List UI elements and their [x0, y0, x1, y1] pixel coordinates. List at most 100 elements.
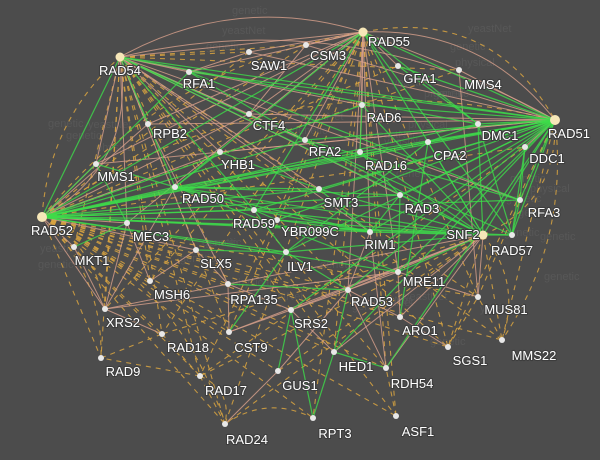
- graph-node-SMT3[interactable]: [316, 186, 322, 192]
- watermark-physical: physical: [408, 119, 448, 131]
- edge-genetic: [447, 119, 556, 348]
- edge-genetic: [41, 99, 556, 218]
- graph-node-CTF4[interactable]: [246, 111, 252, 117]
- graph-node-RAD17[interactable]: [197, 373, 203, 379]
- watermark-physical: physical: [424, 88, 464, 100]
- graph-node-DDC1[interactable]: [522, 144, 528, 150]
- graph-node-ASF1[interactable]: [393, 413, 399, 419]
- graph-node-DMC1[interactable]: [475, 121, 481, 127]
- edge-physical: [277, 289, 349, 372]
- node-label-GFA1: GFA1: [403, 71, 436, 86]
- graph-node-SGS1[interactable]: [445, 344, 451, 350]
- edge-genetic: [119, 56, 349, 291]
- edge-coexpression: [188, 71, 521, 201]
- graph-node-MRE11[interactable]: [395, 269, 401, 275]
- graph-node-RAD59[interactable]: [251, 207, 257, 213]
- graph-node-RIM1[interactable]: [367, 229, 373, 235]
- edge-coexpression: [41, 104, 363, 218]
- edge-coexpression: [347, 119, 556, 291]
- edge-physical: [399, 316, 449, 348]
- edge-coexpression: [41, 216, 399, 273]
- graph-node-RAD9[interactable]: [98, 355, 104, 361]
- graph-node-RDH54[interactable]: [383, 365, 389, 371]
- watermark-genetic: genetic: [504, 227, 540, 239]
- edge-coexpression: [362, 31, 479, 125]
- watermark-physical: physical: [455, 57, 495, 69]
- graph-node-RAD53[interactable]: [345, 287, 351, 293]
- graph-node-CSM3[interactable]: [303, 42, 309, 48]
- graph-node-RAD6[interactable]: [359, 102, 365, 108]
- graph-node-SAW1[interactable]: [246, 49, 252, 55]
- node-label-GUS1: GUS1: [282, 378, 317, 393]
- edge-physical: [73, 246, 106, 310]
- graph-node-RAD55[interactable]: [358, 27, 368, 37]
- graph-node-YBR099C[interactable]: [274, 217, 280, 223]
- graph-node-RAD24[interactable]: [222, 421, 228, 427]
- graph-node-ILV1[interactable]: [283, 249, 289, 255]
- graph-node-MMS22[interactable]: [499, 337, 505, 343]
- edge-coexpression: [277, 309, 292, 372]
- edge-physical: [397, 271, 401, 318]
- graph-node-RAD3[interactable]: [397, 192, 403, 198]
- graph-node-RFA1[interactable]: [186, 69, 192, 75]
- edge-genetic: [41, 216, 349, 291]
- edge-coexpression: [427, 141, 484, 236]
- node-label-RAD6: RAD6: [367, 110, 402, 125]
- edge-genetic: [362, 31, 387, 369]
- edge-coexpression: [333, 351, 387, 369]
- graph-node-RAD50[interactable]: [172, 184, 178, 190]
- graph-node-MUS81[interactable]: [475, 294, 481, 300]
- edge-coexpression: [511, 119, 556, 236]
- node-label-SMT3: SMT3: [324, 195, 359, 210]
- edge-coexpression: [362, 31, 556, 121]
- edge-genetic: [41, 216, 397, 417]
- graph-node-RAD16[interactable]: [357, 149, 363, 155]
- edge-coexpression: [318, 188, 484, 236]
- graph-node-CST9[interactable]: [226, 329, 232, 335]
- edge-coexpression: [361, 104, 484, 236]
- graph-node-RAD54[interactable]: [115, 52, 125, 62]
- graph-node-RPB2[interactable]: [145, 121, 151, 127]
- graph-node-SNF2[interactable]: [478, 230, 488, 240]
- graph-node-MMS1[interactable]: [93, 161, 99, 167]
- edge-physical: [362, 31, 460, 71]
- graph-node-ARO1[interactable]: [397, 314, 403, 320]
- node-label-RAD57: RAD57: [491, 243, 533, 258]
- graph-node-GFA1[interactable]: [395, 63, 401, 69]
- node-layer[interactable]: [37, 27, 560, 428]
- watermark-genetic: genetic: [430, 336, 466, 348]
- graph-node-XRS2[interactable]: [102, 306, 108, 312]
- graph-node-RPA135[interactable]: [225, 281, 231, 287]
- graph-node-RPT3[interactable]: [310, 415, 316, 421]
- edge-physical: [369, 231, 387, 369]
- graph-node-RFA3[interactable]: [517, 197, 523, 203]
- graph-node-SRS2[interactable]: [288, 307, 294, 313]
- graph-node-RAD51[interactable]: [550, 115, 560, 125]
- graph-node-MEC3[interactable]: [124, 220, 130, 226]
- graph-node-RAD57[interactable]: [509, 232, 515, 238]
- graph-node-RAD18[interactable]: [159, 331, 165, 337]
- edge-coexpression: [397, 194, 401, 273]
- graph-node-GUS1[interactable]: [275, 368, 281, 374]
- graph-node-HED1[interactable]: [331, 349, 337, 355]
- graph-node-MSH6[interactable]: [147, 278, 153, 284]
- graph-node-RAD52[interactable]: [37, 212, 47, 222]
- edge-physical: [126, 222, 151, 282]
- graph-node-RFA2[interactable]: [302, 137, 308, 143]
- edge-genetic: [41, 31, 364, 218]
- graph-node-MMS4[interactable]: [456, 67, 462, 73]
- node-label-ASF1: ASF1: [402, 424, 435, 439]
- edge-coexpression: [174, 186, 399, 273]
- graph-node-SLX5[interactable]: [193, 247, 199, 253]
- edge-coexpression: [195, 249, 287, 253]
- graph-node-YHB1[interactable]: [217, 149, 223, 155]
- edge-genetic: [41, 51, 250, 218]
- edge-genetic: [41, 216, 201, 377]
- graph-node-MKT1[interactable]: [71, 244, 77, 250]
- edge-physical: [290, 289, 349, 311]
- graph-node-CPA2[interactable]: [425, 139, 431, 145]
- edge-genetic: [119, 56, 151, 282]
- edge-coexpression: [399, 194, 484, 236]
